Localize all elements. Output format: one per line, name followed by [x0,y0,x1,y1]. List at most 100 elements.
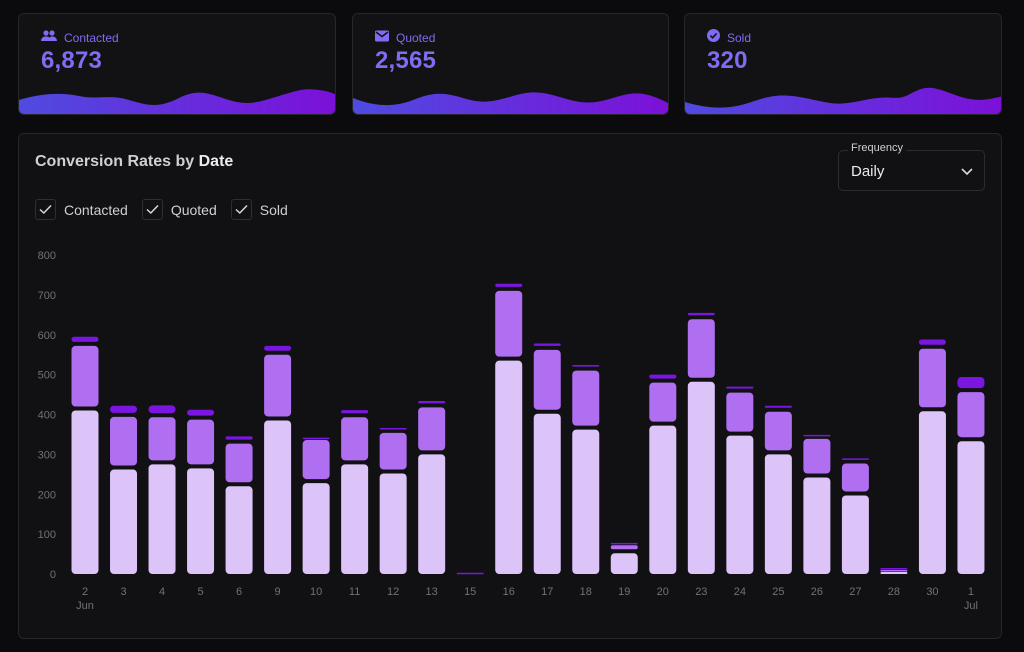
bar-sold-9[interactable] [264,345,292,351]
checkbox[interactable] [230,199,252,220]
bar-sold-3[interactable] [110,405,138,413]
checkbox[interactable] [141,199,163,220]
kpi-value: 320 [707,47,748,74]
bar-sold-25[interactable] [764,405,792,408]
bar-contacted-20[interactable] [649,425,677,574]
bar-contacted-28[interactable] [880,572,908,574]
bar-quoted-17[interactable] [533,349,561,410]
bar-contacted-2[interactable] [71,410,99,574]
x-tick-label: 23 [695,586,707,598]
x-tick-sublabel: Jun [76,600,94,612]
bar-contacted-4[interactable] [148,464,176,574]
bar-quoted-3[interactable] [110,416,138,466]
bar-contacted-11[interactable] [341,464,369,574]
bar-quoted-13[interactable] [418,407,446,451]
bar-quoted-25[interactable] [764,411,792,451]
y-tick-label: 100 [38,529,56,541]
bar-quoted-26[interactable] [803,438,831,474]
x-tick-label: 15 [464,586,476,598]
x-tick-label: 11 [349,586,360,598]
bar-contacted-27[interactable] [841,495,869,574]
bar-sold-27[interactable] [841,458,869,460]
mail-icon [375,29,389,47]
bar-sold-24[interactable] [726,386,754,389]
bar-sold-18[interactable] [572,365,600,367]
bar-quoted-18[interactable] [572,370,600,426]
bar-contacted-3[interactable] [110,469,138,574]
bar-contacted-24[interactable] [726,435,754,574]
bar-contacted-25[interactable] [764,454,792,574]
bar-quoted-2[interactable] [71,345,99,407]
bar-quoted-27[interactable] [841,463,869,492]
bar-sold-30[interactable] [918,339,946,345]
bar-sold-5[interactable] [187,409,215,416]
bar-sold-23[interactable] [687,312,715,316]
bar-contacted-6[interactable] [225,486,253,574]
bar-contacted-13[interactable] [418,454,446,574]
x-tick-label: 3 [120,586,126,598]
bar-contacted-30[interactable] [918,411,946,574]
people-icon [41,29,57,47]
y-tick-label: 200 [38,489,56,501]
y-tick-label: 800 [38,250,56,262]
bar-sold-11[interactable] [341,410,369,414]
bar-quoted-10[interactable] [302,440,330,480]
bar-contacted-16[interactable] [495,360,523,574]
frequency-select[interactable]: Frequency Daily [838,142,985,191]
bar-sold-2[interactable] [71,336,99,342]
bar-contacted-26[interactable] [803,477,831,574]
bar-contacted-12[interactable] [379,473,407,574]
bar-sold-16[interactable] [495,283,523,287]
bar-quoted-9[interactable] [264,354,292,417]
x-tick-label: 12 [387,586,399,598]
bar-quoted-1[interactable] [957,392,985,438]
bar-quoted-20[interactable] [649,382,677,422]
bar-sold-19[interactable] [610,542,638,545]
bar-sold-12[interactable] [379,428,407,430]
bar-quoted-24[interactable] [726,392,754,432]
bar-quoted-6[interactable] [225,443,253,483]
frequency-label: Frequency [848,142,906,154]
bar-sold-26[interactable] [803,434,831,437]
bar-sold-4[interactable] [148,405,176,414]
check-icon [235,204,248,215]
bar-quoted-12[interactable] [379,432,407,470]
bar-quoted-16[interactable] [495,290,523,357]
check-icon [39,204,52,215]
bar-contacted-9[interactable] [264,420,292,574]
bar-sold-28[interactable] [880,568,908,570]
bar-quoted-28[interactable] [880,570,908,572]
bar-contacted-17[interactable] [533,413,561,574]
bar-sold-17[interactable] [533,343,561,346]
bar-quoted-4[interactable] [148,417,176,461]
kpi-label: Quoted [396,31,436,45]
bar-quoted-5[interactable] [187,419,215,465]
sparkline-area [19,89,335,114]
x-tick-label: 2 [82,586,88,598]
bar-contacted-5[interactable] [187,468,215,574]
x-tick-label: 5 [197,586,203,598]
bar-sold-1[interactable] [957,377,985,389]
bar-contacted-23[interactable] [687,381,715,574]
legend-toggle-quoted[interactable]: Quoted [141,199,217,220]
bar-sold-6[interactable] [225,436,253,440]
check-icon [146,204,159,215]
x-tick-label: 10 [310,586,322,598]
bar-sold-20[interactable] [649,374,677,379]
bar-contacted-1[interactable] [957,441,985,574]
bar-quoted-30[interactable] [918,348,946,408]
bar-quoted-19[interactable] [610,545,638,550]
bar-quoted-23[interactable] [687,319,715,378]
bar-sold-10[interactable] [302,437,330,440]
bar-sold-13[interactable] [418,400,446,404]
checkbox[interactable] [35,199,56,220]
x-tick-label: 13 [426,586,438,598]
bar-sold-15[interactable] [456,572,484,575]
legend-toggle-sold[interactable]: Sold [230,199,288,220]
bar-contacted-18[interactable] [572,429,600,574]
legend-toggle-contacted[interactable]: Contacted [35,199,128,220]
bar-contacted-10[interactable] [302,483,330,574]
bar-contacted-19[interactable] [610,553,638,574]
legend-label: Quoted [170,201,217,218]
bar-quoted-11[interactable] [341,417,369,461]
